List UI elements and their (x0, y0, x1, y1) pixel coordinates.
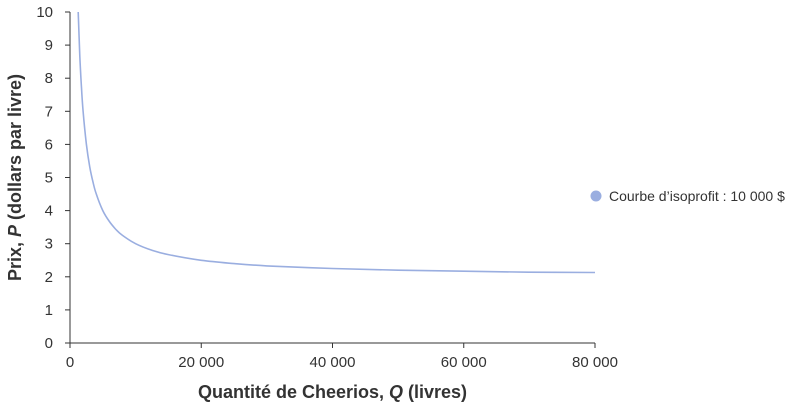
y-tick-label: 8 (45, 70, 53, 87)
legend: Courbe d’isoprofit : 10 000 $ (590, 188, 785, 204)
legend-label: Courbe d’isoprofit : 10 000 $ (609, 188, 785, 204)
x-tick-label: 20 000 (178, 354, 224, 371)
y-tick-label: 1 (45, 302, 53, 319)
y-tick-label: 2 (45, 269, 53, 286)
y-tick-label: 9 (45, 37, 53, 54)
x-axis-title: Quantité de Cheerios, Q (livres) (198, 382, 467, 402)
x-tick-label: 40 000 (310, 354, 356, 371)
y-tick-label: 5 (45, 170, 53, 187)
x-ticks: 0 20 000 40 000 60 000 80 000 (66, 343, 618, 371)
y-ticks: 0 1 2 3 4 5 6 7 8 9 10 (36, 4, 70, 352)
x-tick-label: 80 000 (572, 354, 618, 371)
y-tick-label: 10 (36, 4, 53, 21)
x-tick-label: 60 000 (441, 354, 487, 371)
y-tick-label: 4 (45, 203, 53, 220)
axes (69, 12, 595, 344)
legend-marker (590, 190, 602, 202)
isoprofit-curve (77, 11, 596, 274)
y-tick-label: 6 (45, 136, 53, 153)
y-tick-label: 7 (45, 103, 53, 120)
y-tick-label: 0 (45, 335, 53, 352)
y-axis-title: Prix, P (dollars par livre) (5, 74, 25, 281)
x-tick-label: 0 (66, 354, 74, 371)
y-tick-label: 3 (45, 236, 53, 253)
series-layer (77, 11, 596, 274)
